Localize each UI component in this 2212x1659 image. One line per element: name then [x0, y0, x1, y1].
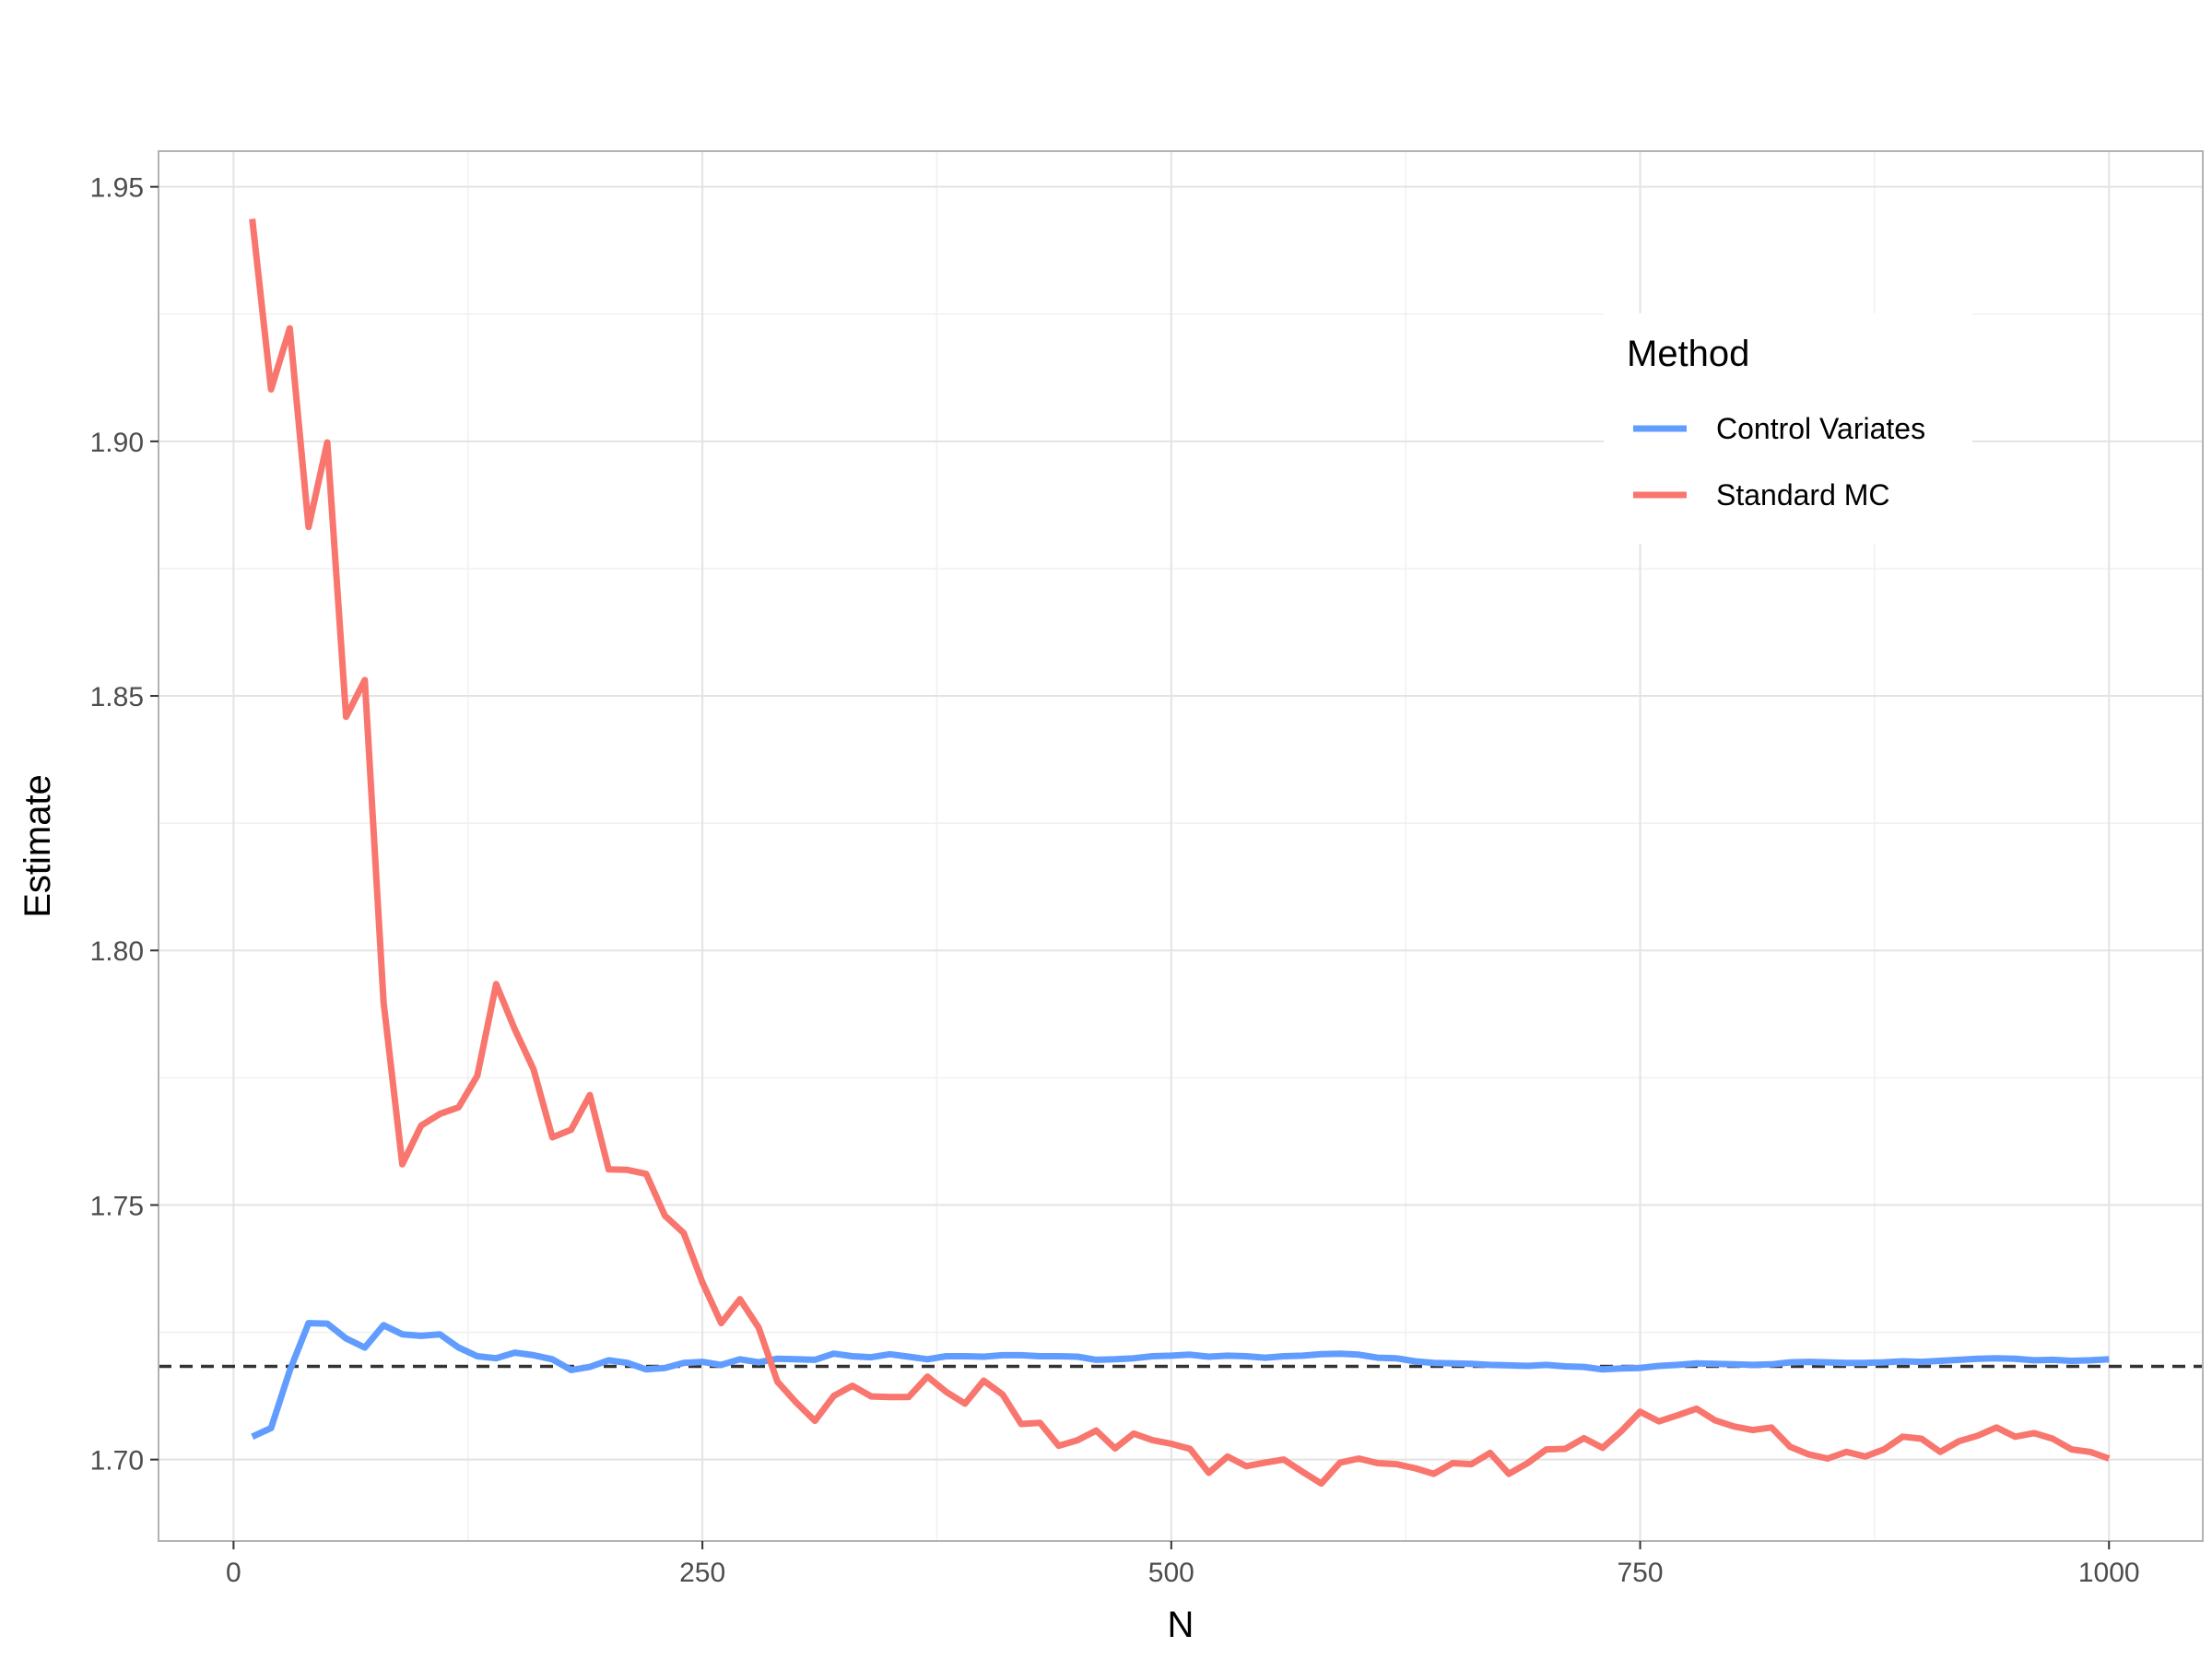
- x-tick-label: 250: [679, 1558, 725, 1588]
- legend-label-standard-mc: Standard MC: [1716, 478, 1890, 512]
- x-tick-label: 1000: [2078, 1558, 2140, 1588]
- y-axis-ticks: 1.70 1.75 1.80 1.85 1.90 1.95: [90, 173, 159, 1477]
- x-axis-ticks: 0 250 500 750 1000: [226, 1541, 2140, 1588]
- y-tick-label: 1.80: [90, 936, 144, 967]
- y-tick-label: 1.85: [90, 682, 144, 712]
- y-tick-label: 1.75: [90, 1191, 144, 1221]
- legend-entries: Control Variates Standard MC: [1633, 412, 1925, 512]
- major-gridlines: [159, 151, 2203, 1541]
- legend-title: Method: [1627, 334, 1749, 374]
- series-line-control-variates: [251, 1320, 2110, 1440]
- y-axis-title: Estimate: [18, 774, 58, 918]
- legend-label-control-variates: Control Variates: [1716, 412, 1925, 445]
- series-layer: [249, 218, 2111, 1488]
- x-tick-label: 0: [226, 1558, 241, 1588]
- x-tick-label: 500: [1148, 1558, 1194, 1588]
- panel-border: [158, 150, 2204, 1542]
- x-axis-title: N: [1168, 1605, 1194, 1645]
- x-tick-label: 750: [1618, 1558, 1664, 1588]
- series-line-standard-mc: [249, 218, 2111, 1488]
- y-tick-label: 1.95: [90, 173, 144, 204]
- legend: Method Control Variates Standard MC: [1604, 313, 1972, 544]
- y-tick-label: 1.70: [90, 1446, 144, 1477]
- y-tick-label: 1.90: [90, 428, 144, 458]
